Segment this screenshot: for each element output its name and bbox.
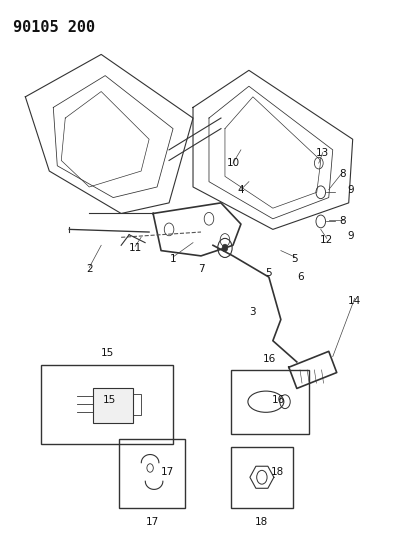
Text: 11: 11: [128, 243, 142, 253]
Text: 13: 13: [315, 148, 328, 158]
Text: 14: 14: [347, 296, 360, 306]
Bar: [119, 439, 184, 508]
Bar: [41, 365, 172, 444]
Text: 8: 8: [338, 216, 345, 227]
Text: 12: 12: [319, 235, 332, 245]
Text: 16: 16: [263, 353, 276, 364]
Text: 9: 9: [346, 231, 353, 241]
Text: 4: 4: [237, 184, 244, 195]
Text: 90105 200: 90105 200: [13, 20, 95, 35]
Bar: [230, 447, 292, 508]
Text: 2: 2: [86, 264, 92, 274]
Text: 8: 8: [338, 169, 345, 179]
Bar: [230, 370, 308, 433]
Text: 5: 5: [291, 254, 298, 263]
Text: 10: 10: [226, 158, 239, 168]
Text: 3: 3: [249, 306, 255, 317]
Text: 6: 6: [297, 272, 304, 282]
Text: 18: 18: [255, 518, 268, 527]
Text: 15: 15: [102, 395, 115, 405]
Text: 15: 15: [100, 348, 113, 358]
Text: 5: 5: [264, 268, 271, 278]
Text: 18: 18: [270, 467, 284, 477]
Text: 9: 9: [346, 184, 353, 195]
Text: 1: 1: [169, 254, 176, 263]
Text: 16: 16: [271, 395, 285, 405]
Bar: [133, 394, 141, 415]
Bar: [93, 389, 133, 423]
Circle shape: [222, 244, 227, 252]
Text: 17: 17: [160, 467, 173, 477]
Text: 7: 7: [197, 264, 204, 274]
Text: 17: 17: [145, 518, 158, 527]
